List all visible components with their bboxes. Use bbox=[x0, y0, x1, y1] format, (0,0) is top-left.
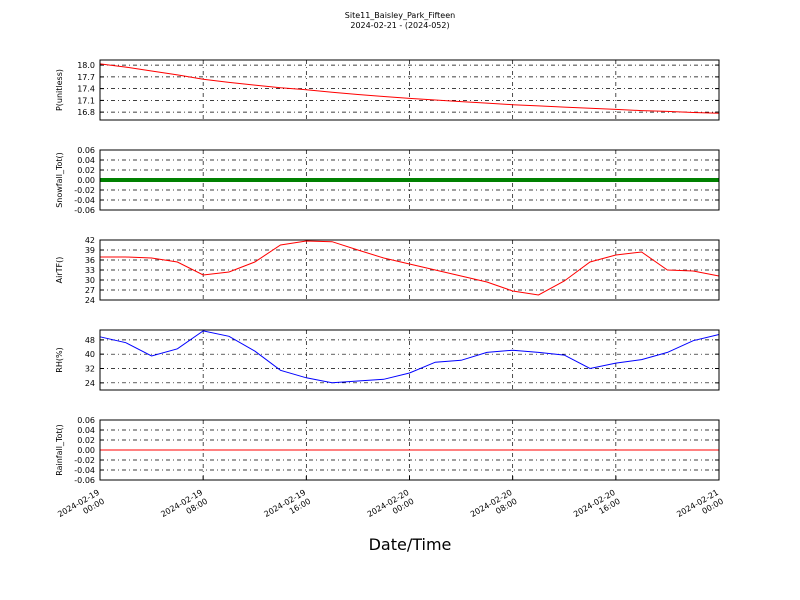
y-tick-label: 30 bbox=[85, 276, 95, 285]
y-axis-label: P(unitless) bbox=[55, 69, 64, 111]
y-tick-label: 16.8 bbox=[77, 108, 95, 117]
y-tick-label: 0.02 bbox=[77, 166, 95, 175]
y-tick-label: -0.06 bbox=[74, 476, 95, 485]
y-tick-label: 39 bbox=[85, 246, 95, 255]
chart-subtitle: 2024-02-21 - (2024-052) bbox=[350, 21, 449, 30]
data-line bbox=[99, 330, 720, 384]
y-tick-label: 42 bbox=[85, 236, 95, 245]
chart-title: Site11_Baisley_Park_Fifteen bbox=[345, 11, 455, 20]
plot-frame bbox=[99, 59, 720, 121]
x-axis-label: Date/Time bbox=[369, 535, 452, 554]
y-tick-label: -0.02 bbox=[74, 456, 95, 465]
y-tick-label: 17.7 bbox=[77, 73, 95, 82]
plot-frame bbox=[99, 149, 720, 211]
y-tick-label: 0.04 bbox=[77, 426, 95, 435]
data-line bbox=[100, 240, 720, 296]
y-tick-label: 24 bbox=[85, 379, 95, 388]
y-tick-label: 17.4 bbox=[77, 85, 95, 94]
y-tick-label: -0.02 bbox=[74, 186, 95, 195]
data-line bbox=[99, 63, 720, 114]
y-tick-label: 0.06 bbox=[77, 146, 95, 155]
y-tick-label: 40 bbox=[85, 350, 95, 359]
y-tick-label: 18.0 bbox=[77, 61, 95, 70]
y-tick-label: -0.04 bbox=[74, 466, 95, 475]
y-tick-label: -0.06 bbox=[74, 206, 95, 215]
plot-frame bbox=[99, 239, 720, 301]
y-tick-label: 0.00 bbox=[77, 176, 95, 185]
y-tick-label: 0.00 bbox=[77, 446, 95, 455]
y-axis-label: AirTF() bbox=[55, 257, 64, 284]
y-tick-label: -0.04 bbox=[74, 196, 95, 205]
y-tick-label: 17.1 bbox=[77, 96, 95, 105]
y-axis-label: Snowfall_Tot() bbox=[55, 152, 64, 208]
y-tick-label: 36 bbox=[85, 256, 95, 265]
y-tick-label: 0.02 bbox=[77, 436, 95, 445]
y-tick-label: 27 bbox=[85, 286, 95, 295]
y-tick-label: 32 bbox=[85, 365, 95, 374]
y-axis-label: Rainfall_Tot() bbox=[55, 424, 64, 476]
y-tick-label: 0.04 bbox=[77, 156, 95, 165]
plot-frame bbox=[99, 329, 720, 391]
y-tick-label: 0.06 bbox=[77, 416, 95, 425]
y-tick-label: 48 bbox=[85, 336, 95, 345]
y-tick-label: 24 bbox=[85, 296, 95, 305]
y-axis-label: RH(%) bbox=[55, 347, 64, 372]
y-tick-label: 33 bbox=[85, 266, 95, 275]
